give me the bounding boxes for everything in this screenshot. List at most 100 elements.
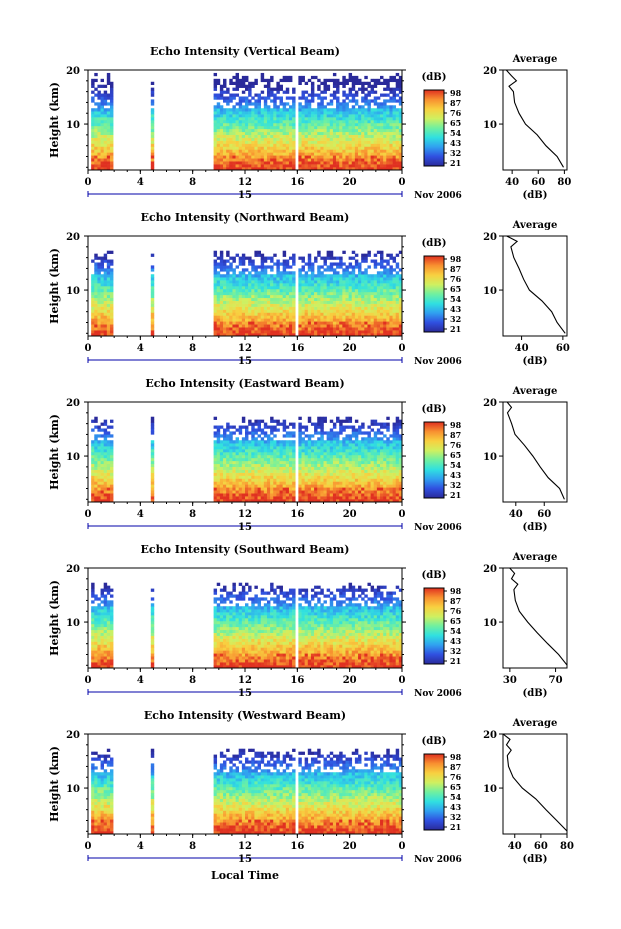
heatmap-cell bbox=[94, 454, 98, 459]
heatmap-cell bbox=[310, 499, 315, 503]
heatmap-cell bbox=[245, 120, 249, 124]
heatmap-cell bbox=[248, 321, 252, 325]
heatmap-cell bbox=[216, 443, 221, 447]
heatmap-cell bbox=[361, 297, 365, 301]
heatmap-cell bbox=[270, 143, 274, 147]
heatmap-cell bbox=[339, 306, 343, 310]
heatmap-cell bbox=[389, 256, 393, 260]
heatmap-cell bbox=[292, 306, 296, 310]
heatmap-cell bbox=[339, 134, 343, 138]
heatmap-cell bbox=[304, 315, 309, 319]
heatmap-cell bbox=[364, 108, 368, 112]
heatmap-cell bbox=[364, 274, 368, 278]
heatmap-cell bbox=[94, 493, 98, 497]
heatmap-cell bbox=[339, 117, 343, 121]
heatmap-cell bbox=[373, 164, 378, 168]
heatmap-cell bbox=[248, 463, 252, 467]
heatmap-cell bbox=[317, 120, 321, 124]
heatmap-cell bbox=[263, 306, 268, 310]
heatmap-cell bbox=[279, 469, 283, 473]
heatmap-cell bbox=[345, 288, 349, 293]
heatmap-cell bbox=[285, 102, 290, 106]
heatmap-cell bbox=[106, 440, 111, 444]
heatmap-cell bbox=[320, 164, 324, 168]
heatmap-cell bbox=[342, 155, 346, 159]
heatmap-cell bbox=[270, 146, 274, 150]
heatmap-cell bbox=[226, 161, 230, 165]
heatmap-cell bbox=[106, 117, 111, 121]
heatmap-cell bbox=[358, 306, 362, 310]
heatmap-cell bbox=[395, 99, 400, 103]
heatmap-cell bbox=[285, 280, 290, 284]
heatmap-cell bbox=[263, 475, 268, 479]
heatmap-cell bbox=[361, 294, 365, 299]
heatmap-cell bbox=[282, 446, 287, 450]
heatmap-cell bbox=[254, 315, 258, 319]
heatmap-cell bbox=[380, 259, 384, 263]
heatmap-cell bbox=[245, 111, 249, 115]
heatmap-cell bbox=[329, 321, 334, 325]
heatmap-cell bbox=[282, 312, 287, 316]
heatmap-cell bbox=[97, 300, 101, 304]
heatmap-cell bbox=[213, 120, 218, 124]
heatmap-cell bbox=[91, 440, 95, 444]
heatmap-cell bbox=[304, 164, 309, 168]
heatmap-cell bbox=[282, 306, 287, 310]
heatmap-cell bbox=[345, 122, 349, 127]
heatmap-cell bbox=[248, 466, 252, 470]
heatmap-cell bbox=[288, 152, 293, 156]
heatmap-cell bbox=[326, 155, 331, 159]
heatmap-cell bbox=[314, 146, 318, 150]
heatmap-cell bbox=[317, 122, 321, 127]
heatmap-cell bbox=[260, 327, 265, 331]
heatmap-cell bbox=[342, 125, 346, 130]
heatmap-cell bbox=[106, 259, 111, 263]
heatmap-cell bbox=[395, 122, 400, 127]
heatmap-cell bbox=[298, 288, 302, 293]
heatmap-cell bbox=[229, 469, 233, 473]
heatmap-cell bbox=[223, 321, 227, 325]
heatmap-cell bbox=[282, 333, 287, 337]
heatmap-cell bbox=[380, 286, 384, 290]
heatmap-cell bbox=[226, 253, 230, 257]
heatmap-cell bbox=[310, 493, 315, 497]
heatmap-cell bbox=[389, 105, 393, 109]
heatmap-cell bbox=[229, 315, 233, 319]
heatmap-cell bbox=[370, 277, 375, 281]
heatmap-cell bbox=[395, 158, 400, 162]
heatmap-cell bbox=[238, 294, 243, 299]
heatmap-cell bbox=[336, 161, 340, 165]
heatmap-cell bbox=[292, 315, 296, 319]
heatmap-cell bbox=[288, 303, 293, 307]
heatmap-cell bbox=[345, 125, 349, 130]
heatmap-cell bbox=[282, 434, 287, 438]
heatmap-cell bbox=[317, 440, 321, 444]
heatmap-cell bbox=[373, 84, 378, 88]
heatmap-cell bbox=[257, 484, 261, 488]
heatmap-cell bbox=[260, 152, 265, 156]
heatmap-cell bbox=[226, 481, 230, 485]
heatmap-cell bbox=[389, 303, 393, 307]
heatmap-cell bbox=[235, 146, 240, 150]
heatmap-cell bbox=[326, 493, 331, 497]
heatmap-cell bbox=[298, 108, 302, 112]
heatmap-cell bbox=[326, 87, 331, 91]
heatmap-cell bbox=[304, 286, 309, 290]
heatmap-cell bbox=[336, 122, 340, 127]
heatmap-cell bbox=[229, 452, 233, 456]
heatmap-cell bbox=[298, 286, 302, 290]
heatmap-cell bbox=[260, 120, 265, 124]
heatmap-cell bbox=[251, 164, 255, 168]
heatmap-cell bbox=[248, 288, 252, 293]
heatmap-cell bbox=[317, 431, 321, 435]
heatmap-cell bbox=[364, 306, 368, 310]
heatmap-cell bbox=[389, 125, 393, 130]
heatmap-cell bbox=[304, 493, 309, 497]
heatmap-cell bbox=[245, 469, 249, 473]
heatmap-cell bbox=[223, 114, 227, 118]
heatmap-cell bbox=[276, 81, 280, 85]
heatmap-cell bbox=[279, 149, 283, 153]
heatmap-cell bbox=[398, 303, 403, 307]
heatmap-cell bbox=[94, 256, 98, 260]
heatmap-cell bbox=[310, 125, 315, 130]
